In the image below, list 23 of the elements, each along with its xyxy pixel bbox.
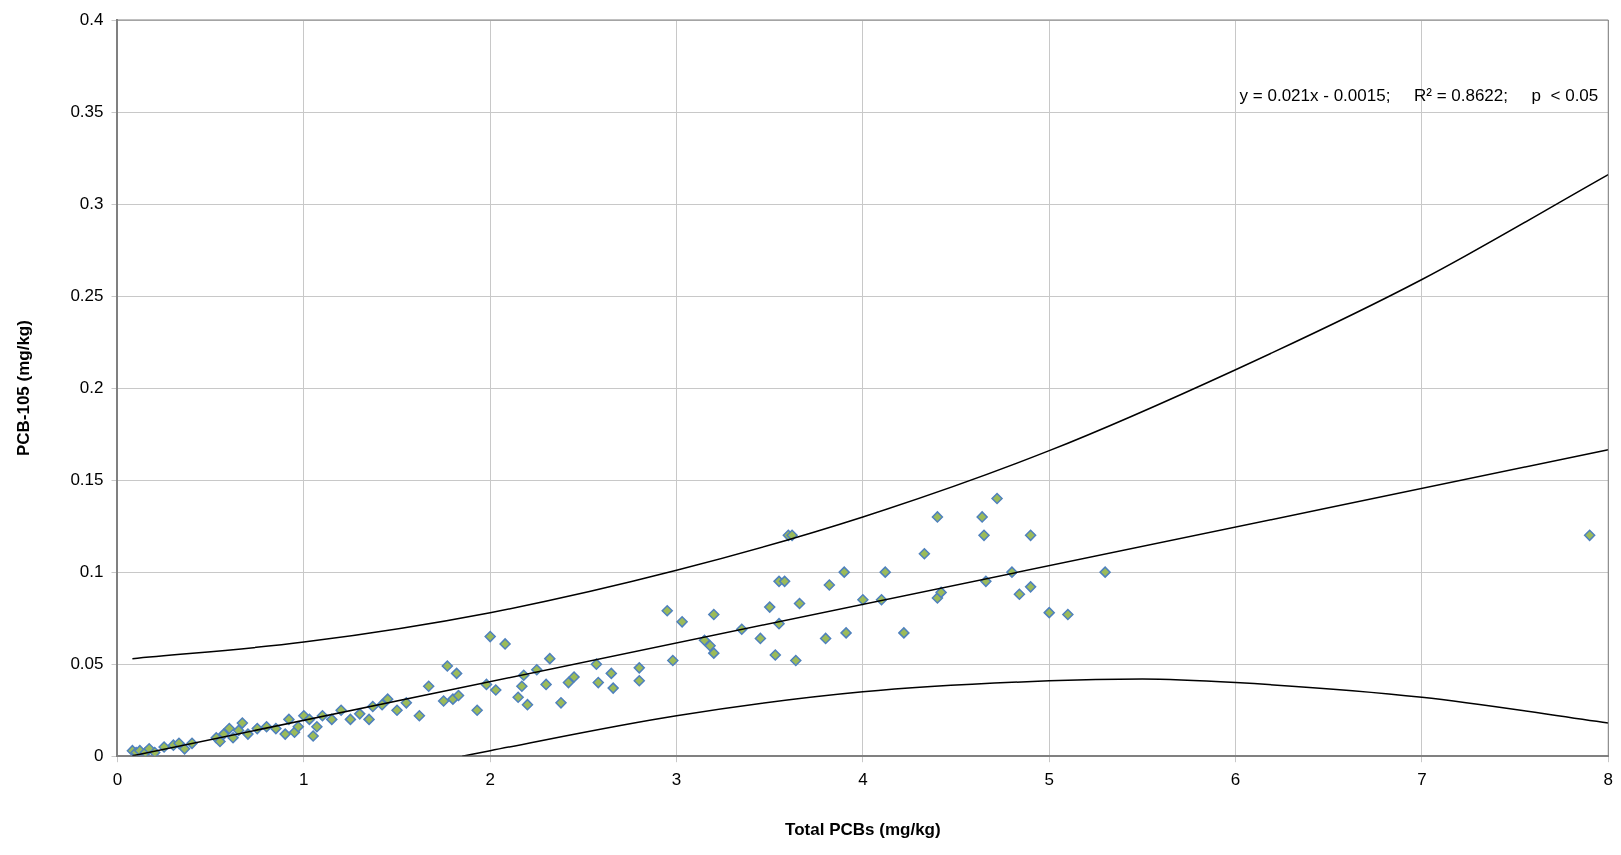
annotation: y = 0.021x - 0.0015; R² = 0.8622; p < 0.05 <box>1239 85 1599 105</box>
y-tick-label: 0 <box>94 745 104 765</box>
x-tick-label: 0 <box>112 770 123 790</box>
x-tick-label: 7 <box>1417 770 1427 790</box>
x-axis-title: Total PCBs (mg/kg) <box>785 820 941 840</box>
y-tick-label: 0.15 <box>70 469 104 489</box>
x-tick-label: 5 <box>1044 770 1054 790</box>
line-series <box>131 173 1609 660</box>
x-tick-label: 2 <box>485 770 495 790</box>
y-tick-label: 0.25 <box>70 285 104 305</box>
y-tick-label: 0.35 <box>70 101 104 121</box>
y-tick-label: 0.05 <box>70 653 104 673</box>
x-tick-label: 1 <box>299 770 309 790</box>
x-tick-label: 6 <box>1230 770 1241 790</box>
y-tick-label: 0.1 <box>79 561 104 581</box>
x-tick-label: 3 <box>671 770 682 790</box>
x-tick-label: 4 <box>858 770 868 790</box>
line-series <box>461 678 1609 757</box>
y-tick-label: 0.3 <box>79 193 104 213</box>
y-tick-label: 0.2 <box>79 377 104 397</box>
x-tick-label: 8 <box>1603 770 1614 790</box>
y-axis-title: PCB-105 (mg/kg) <box>13 320 33 457</box>
y-tick-label: 0.4 <box>79 9 104 29</box>
